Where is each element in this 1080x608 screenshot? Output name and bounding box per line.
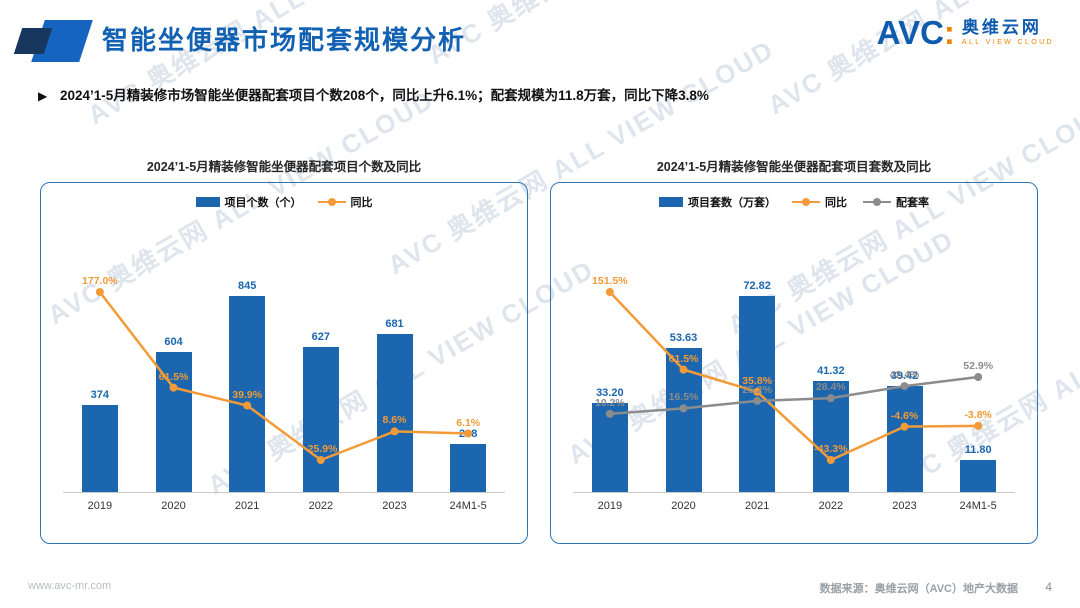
line-value-label: 61.5% <box>668 352 699 365</box>
chart-block-left: 2024’1-5月精装修智能坐便器配套项目个数及同比 项目个数（个） 同比 201… <box>40 156 528 544</box>
x-axis-label: 2020 <box>671 500 696 512</box>
line-value-label: 10.2% <box>594 396 625 409</box>
bar <box>886 385 923 492</box>
logo-tagline: ALL VIEW CLOUD <box>961 39 1054 47</box>
line-value-label: 39.9% <box>232 388 263 401</box>
legend-label: 同比 <box>350 197 373 209</box>
x-axis-label: 2023 <box>892 500 917 512</box>
x-axis-label: 2021 <box>234 500 260 512</box>
legend-item: 项目套数（万套） <box>659 194 776 210</box>
x-axis-label: 2019 <box>87 500 113 512</box>
line-value-label: 25.2% <box>742 383 773 396</box>
x-axis-label: 2020 <box>161 500 186 512</box>
legend-item: 同比 <box>792 194 847 210</box>
bar-value-label: 845 <box>237 280 257 292</box>
bar <box>665 347 702 492</box>
line-value-label: -3.8% <box>964 408 992 421</box>
page-title: 智能坐便器市场配套规模分析 <box>102 25 467 55</box>
bar-value-label: 208 <box>458 427 478 440</box>
logo-colon: : <box>943 14 955 51</box>
bar-value-label: 11.80 <box>964 444 992 457</box>
legend-bar-swatch-icon <box>195 197 220 207</box>
bar <box>450 443 487 492</box>
x-axis-label: 2022 <box>818 500 844 512</box>
bar-value-label: 72.82 <box>743 280 771 292</box>
line-value-label: 151.5% <box>592 275 628 287</box>
avc-logo: AVC: 奥维云网 ALL VIEW CLOUD <box>877 16 1054 49</box>
x-axis-label: 2019 <box>597 500 623 512</box>
bar-value-label: 374 <box>90 389 110 402</box>
bar <box>591 402 628 492</box>
line-value-label: -43.3% <box>814 443 848 455</box>
bar <box>960 460 997 492</box>
legend-label: 项目个数（个） <box>224 197 302 209</box>
chart-title: 2024’1-5月精装修智能坐便器配套项目个数及同比 <box>146 160 422 174</box>
bar <box>81 405 118 492</box>
legend-item: 同比 <box>317 194 373 210</box>
legend-line-swatch-icon <box>317 197 346 207</box>
bar-value-label: 53.63 <box>669 331 698 344</box>
page-number: 4 <box>1045 580 1052 594</box>
chart-legend: 项目套数（万套） 同比 配套率 <box>551 192 1037 212</box>
x-axis-label: 2021 <box>744 500 770 512</box>
line-value-label: -25.9% <box>304 443 338 455</box>
x-axis-label: 2023 <box>382 500 407 512</box>
line-value-label: 35.8% <box>742 374 773 387</box>
x-axis <box>63 492 505 493</box>
chart-plot: 2019 2020 2021 2022 2023 24M1-5 374 604 845 627 68… <box>47 216 521 532</box>
chart-plot: 2019 2020 2021 2022 2023 24M1-5 33.20 53.63 72.8… <box>557 216 1031 532</box>
bar-value-label: 604 <box>164 335 183 348</box>
bar-value-label: 41.32 <box>817 364 845 377</box>
x-axis-label: 24M1-5 <box>959 500 997 512</box>
legend-label: 配套率 <box>896 197 929 209</box>
line-value-label: 52.9% <box>963 360 994 373</box>
title-decoration <box>13 18 94 64</box>
chart-block-right: 2024’1-5月精装修智能坐便器配套项目套数及同比 项目套数（万套） 同比 配套率… <box>550 156 1038 544</box>
summary-text: 2024’1-5月精装修市场智能坐便器配套项目个数208个，同比上升6.1%；配… <box>60 88 709 103</box>
chart-legend: 项目个数（个） 同比 <box>41 192 527 212</box>
bar <box>376 334 413 492</box>
line-value-label: 42.4% <box>889 369 920 382</box>
bar-value-label: 681 <box>385 318 404 331</box>
legend-item: 项目个数（个） <box>195 194 302 210</box>
bar-value-label: 627 <box>311 330 331 343</box>
line-value-label: 28.4% <box>815 381 846 394</box>
website-link[interactable]: www.avc-mr.com <box>28 580 112 592</box>
x-axis-label: 24M1-5 <box>449 500 487 512</box>
line-value-label: 177.0% <box>82 275 118 287</box>
chart-panel: 项目个数（个） 同比 2019 2020 2021 2022 2023 24M1-5 374 6… <box>40 182 528 544</box>
legend-bar-swatch-icon <box>659 197 683 207</box>
chart-title: 2024’1-5月精装修智能坐便器配套项目套数及同比 <box>656 160 932 174</box>
legend-label: 同比 <box>825 197 847 209</box>
arrow-icon: ▶ <box>38 89 48 103</box>
line-value-label: 6.1% <box>456 416 481 429</box>
chart-panel: 项目套数（万套） 同比 配套率 2019 2020 2021 2022 2023 24M1-5… <box>550 182 1038 544</box>
legend-label: 项目套数（万套） <box>688 197 776 209</box>
line-value-label: 8.6% <box>382 414 407 427</box>
charts-area: 2024’1-5月精装修智能坐便器配套项目个数及同比 项目个数（个） 同比 201… <box>40 156 1038 544</box>
summary-bullet: ▶ 2024’1-5月精装修市场智能坐便器配套项目个数208个，同比上升6.1%… <box>38 84 1050 104</box>
legend-item: 配套率 <box>863 194 929 210</box>
header: 智能坐便器市场配套规模分析 AVC: 奥维云网 ALL VIEW CLOUD <box>0 12 1080 70</box>
line-value-label: 16.5% <box>668 391 699 404</box>
logo-avc-text: AVC: <box>876 14 955 51</box>
line-value-label: -4.6% <box>890 409 919 422</box>
x-axis-label: 2022 <box>308 500 334 512</box>
logo-text-block: 奥维云网 ALL VIEW CLOUD <box>961 17 1054 47</box>
bar <box>302 346 339 492</box>
data-source: 数据来源：奥维云网（AVC）地产大数据 <box>819 583 1018 595</box>
legend-line-swatch-icon <box>792 197 820 207</box>
legend-line-swatch-icon <box>863 197 891 207</box>
logo-company-name: 奥维云网 <box>961 17 1042 37</box>
x-axis <box>573 492 1015 493</box>
bar <box>812 380 849 492</box>
footer: www.avc-mr.com 数据来源：奥维云网（AVC）地产大数据 4 <box>0 580 1080 596</box>
line-value-label: 61.5% <box>158 370 189 383</box>
